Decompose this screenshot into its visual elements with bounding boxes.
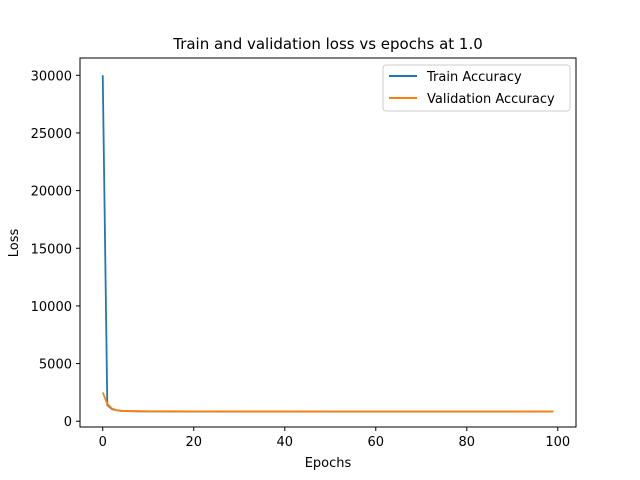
x-tick-label: 40 bbox=[276, 435, 293, 450]
x-axis-label: Epochs bbox=[305, 456, 352, 471]
y-tick-label: 30000 bbox=[31, 69, 72, 84]
y-tick-label: 25000 bbox=[31, 127, 72, 142]
series-lines bbox=[101, 75, 554, 413]
legend: Train Accuracy Validation Accuracy bbox=[382, 64, 571, 112]
y-tick-label: 20000 bbox=[31, 185, 72, 200]
series-line-1 bbox=[101, 392, 554, 413]
y-tick-label: 5000 bbox=[39, 358, 72, 373]
x-tick-label: 0 bbox=[99, 435, 107, 450]
series-line-0 bbox=[101, 75, 554, 413]
legend-box bbox=[382, 64, 571, 112]
y-tick-label: 15000 bbox=[31, 242, 72, 257]
y-axis-ticks: 0 5000 10000 15000 20000 25000 30000 bbox=[31, 69, 80, 430]
x-tick-label: 60 bbox=[368, 435, 385, 450]
x-tick-label: 100 bbox=[545, 435, 570, 450]
x-tick-label: 20 bbox=[185, 435, 202, 450]
plot-frame bbox=[79, 57, 577, 428]
legend-label-1: Validation Accuracy bbox=[427, 92, 555, 107]
y-tick-label: 10000 bbox=[31, 300, 72, 315]
x-tick-label: 80 bbox=[459, 435, 476, 450]
y-axis-label: Loss bbox=[7, 229, 22, 258]
y-tick-label: 0 bbox=[64, 415, 72, 430]
chart-title: Train and validation loss vs epochs at 1… bbox=[172, 35, 483, 53]
legend-label-0: Train Accuracy bbox=[426, 70, 522, 85]
x-axis-ticks: 0 20 40 60 80 100 bbox=[99, 427, 570, 450]
